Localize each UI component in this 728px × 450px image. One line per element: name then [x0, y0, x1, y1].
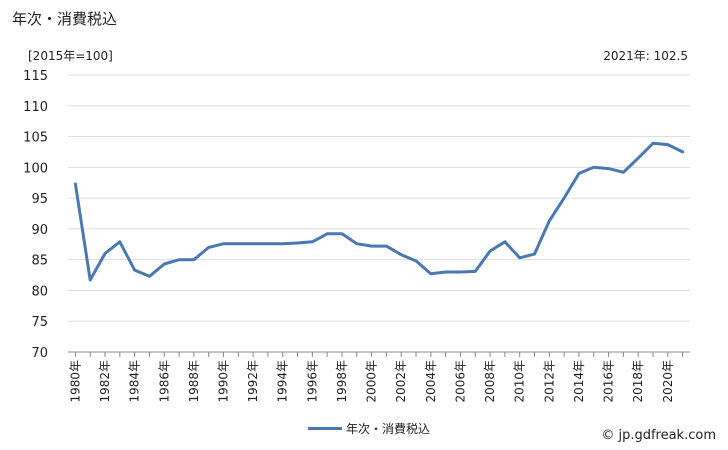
x-tick-label: 1982年 — [98, 360, 112, 403]
legend: 年次・消費税込 — [308, 420, 430, 437]
x-tick-label: 2020年 — [661, 360, 675, 403]
y-tick-label: 90 — [31, 223, 48, 238]
x-tick-label: 1984年 — [128, 360, 142, 403]
y-tick-label: 70 — [31, 346, 48, 361]
x-tick-label: 1998年 — [335, 360, 349, 403]
source-credit: © jp.gdfreak.com — [601, 428, 716, 443]
x-tick-label: 1980年 — [68, 360, 82, 403]
x-tick-label: 2012年 — [542, 360, 556, 403]
x-tick-label: 2006年 — [453, 360, 467, 403]
x-tick-label: 1990年 — [217, 360, 231, 403]
y-tick-label: 95 — [31, 192, 48, 207]
series-line — [73, 141, 685, 282]
x-tick-label: 1996年 — [305, 360, 319, 403]
y-tick-label: 110 — [23, 100, 48, 115]
latest-value-label: 2021年: 102.5 — [603, 49, 688, 63]
x-tick-label: 1994年 — [276, 360, 290, 403]
x-tick-label: 2000年 — [365, 360, 379, 403]
x-tick-label: 2018年 — [631, 360, 645, 403]
y-tick-label: 100 — [23, 161, 48, 176]
y-tick-label: 75 — [31, 315, 48, 330]
x-tick-label: 2008年 — [483, 360, 497, 403]
x-tick-label: 2014年 — [572, 360, 586, 403]
x-tick-label: 2016年 — [602, 360, 616, 403]
legend-swatch — [308, 427, 342, 430]
x-tick-label: 1986年 — [157, 360, 171, 403]
x-tick-label: 2004年 — [424, 360, 438, 403]
x-tick-label: 1992年 — [246, 360, 260, 403]
y-tick-label: 85 — [31, 254, 48, 269]
x-tick-label: 2010年 — [513, 360, 527, 403]
y-tick-label: 115 — [23, 69, 48, 84]
unit-label: [2015年=100] — [28, 49, 113, 63]
legend-label: 年次・消費税込 — [346, 422, 431, 436]
chart-title: 年次・消費税込 — [12, 10, 118, 28]
x-tick-label: 1988年 — [187, 360, 201, 403]
y-tick-label: 80 — [31, 284, 48, 299]
y-tick-label: 105 — [23, 131, 48, 146]
x-tick-label: 2002年 — [394, 360, 408, 403]
